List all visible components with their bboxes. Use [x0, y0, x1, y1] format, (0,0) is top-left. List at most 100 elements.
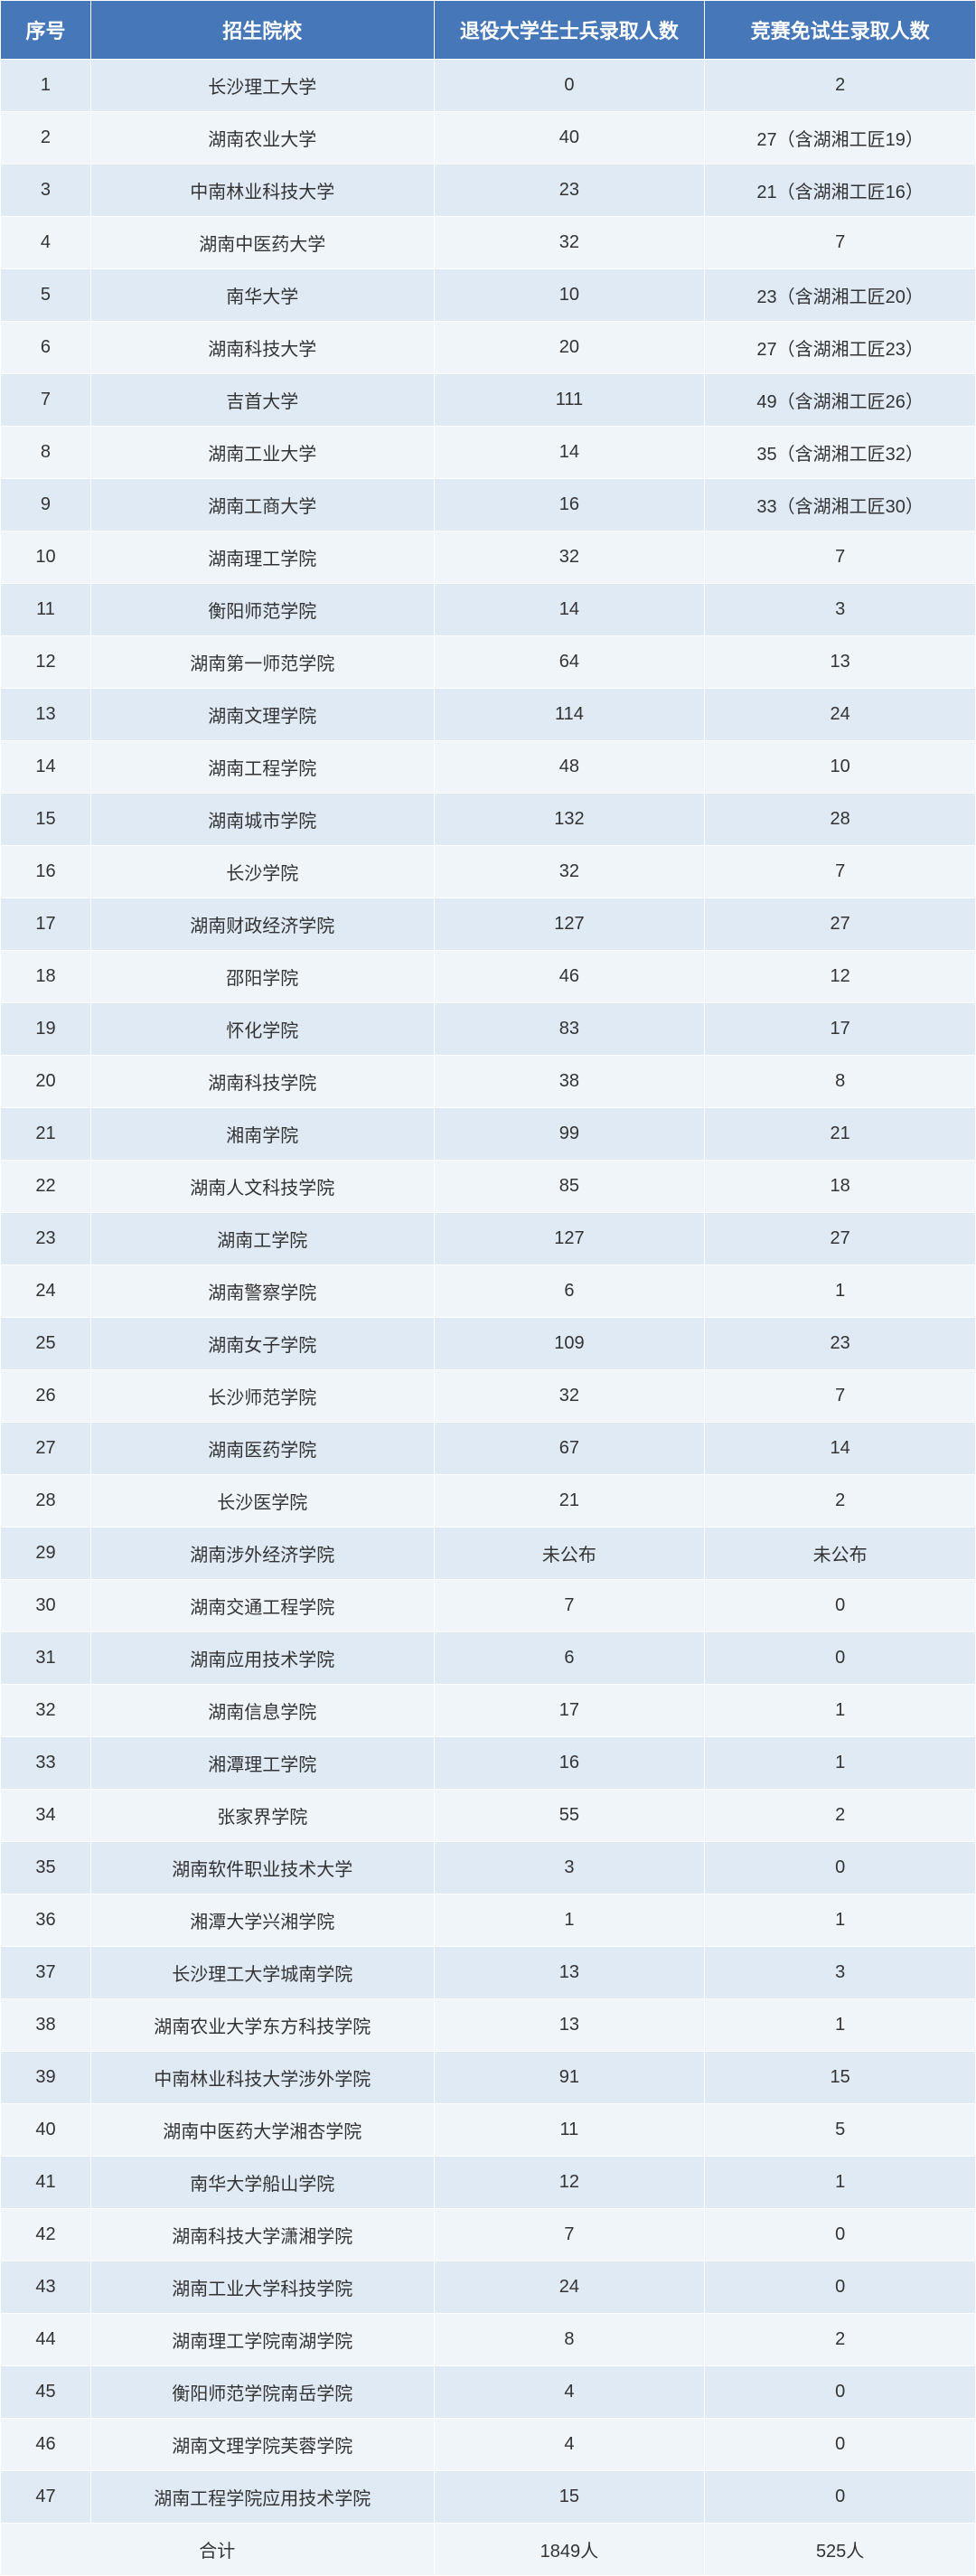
table-row: 3中南林业科技大学2321（含湖湘工匠16） [1, 165, 976, 217]
cell-seq: 17 [1, 898, 91, 951]
cell-veterans: 46 [434, 951, 705, 1003]
cell-seq: 8 [1, 427, 91, 479]
cell-exempt: 27（含湖湘工匠19） [705, 112, 976, 165]
cell-veterans: 7 [434, 2209, 705, 2261]
cell-school: 湖南警察学院 [90, 1265, 434, 1318]
cell-exempt: 33（含湖湘工匠30） [705, 479, 976, 531]
cell-seq: 14 [1, 741, 91, 794]
cell-veterans: 32 [434, 217, 705, 269]
cell-exempt: 0 [705, 1580, 976, 1632]
cell-exempt: 5 [705, 2104, 976, 2157]
cell-school: 湖南中医药大学 [90, 217, 434, 269]
table-row: 45衡阳师范学院南岳学院40 [1, 2366, 976, 2419]
cell-veterans: 23 [434, 165, 705, 217]
cell-exempt: 12 [705, 951, 976, 1003]
cell-seq: 38 [1, 1999, 91, 2052]
cell-school: 湖南理工学院 [90, 531, 434, 584]
cell-veterans: 4 [434, 2366, 705, 2419]
cell-school: 湖南文理学院 [90, 689, 434, 741]
table-row: 16长沙学院327 [1, 846, 976, 898]
cell-school: 湖南理工学院南湖学院 [90, 2314, 434, 2366]
footer-exempt-total: 525人 [705, 2524, 976, 2576]
cell-seq: 26 [1, 1370, 91, 1423]
cell-exempt: 27（含湖湘工匠23） [705, 322, 976, 374]
table-row: 23湖南工学院12727 [1, 1213, 976, 1265]
cell-exempt: 7 [705, 531, 976, 584]
header-seq: 序号 [1, 1, 91, 60]
cell-veterans: 4 [434, 2419, 705, 2471]
cell-seq: 4 [1, 217, 91, 269]
cell-veterans: 32 [434, 531, 705, 584]
table-row: 39中南林业科技大学涉外学院9115 [1, 2052, 976, 2104]
cell-seq: 19 [1, 1003, 91, 1056]
cell-exempt: 1 [705, 1265, 976, 1318]
table-row: 46湖南文理学院芙蓉学院40 [1, 2419, 976, 2471]
cell-school: 湘南学院 [90, 1108, 434, 1161]
cell-seq: 10 [1, 531, 91, 584]
cell-exempt: 1 [705, 2157, 976, 2209]
cell-seq: 41 [1, 2157, 91, 2209]
table-row: 37长沙理工大学城南学院133 [1, 1947, 976, 1999]
cell-veterans: 127 [434, 898, 705, 951]
table-row: 10湖南理工学院327 [1, 531, 976, 584]
cell-exempt: 2 [705, 60, 976, 112]
cell-school: 湖南工程学院应用技术学院 [90, 2471, 434, 2524]
table-row: 18邵阳学院4612 [1, 951, 976, 1003]
cell-veterans: 99 [434, 1108, 705, 1161]
table-row: 31湖南应用技术学院60 [1, 1632, 976, 1685]
cell-seq: 36 [1, 1894, 91, 1947]
cell-school: 湖南城市学院 [90, 794, 434, 846]
cell-school: 湖南交通工程学院 [90, 1580, 434, 1632]
cell-seq: 34 [1, 1790, 91, 1842]
table-row: 43湖南工业大学科技学院240 [1, 2261, 976, 2314]
cell-seq: 20 [1, 1056, 91, 1108]
cell-exempt: 27 [705, 1213, 976, 1265]
footer-label: 合计 [1, 2524, 435, 2576]
cell-seq: 43 [1, 2261, 91, 2314]
cell-school: 湖南工学院 [90, 1213, 434, 1265]
cell-exempt: 27 [705, 898, 976, 951]
cell-school: 中南林业科技大学 [90, 165, 434, 217]
cell-veterans: 16 [434, 1737, 705, 1790]
cell-veterans: 114 [434, 689, 705, 741]
cell-exempt: 49（含湖湘工匠26） [705, 374, 976, 427]
cell-school: 湖南涉外经济学院 [90, 1528, 434, 1580]
cell-exempt: 8 [705, 1056, 976, 1108]
table-row: 4湖南中医药大学327 [1, 217, 976, 269]
cell-exempt: 15 [705, 2052, 976, 2104]
table-row: 44湖南理工学院南湖学院82 [1, 2314, 976, 2366]
table-row: 12湖南第一师范学院6413 [1, 636, 976, 689]
cell-seq: 28 [1, 1475, 91, 1528]
cell-veterans: 3 [434, 1842, 705, 1894]
cell-exempt: 1 [705, 1999, 976, 2052]
cell-school: 湖南科技大学 [90, 322, 434, 374]
cell-veterans: 55 [434, 1790, 705, 1842]
table-row: 7吉首大学11149（含湖湘工匠26） [1, 374, 976, 427]
table-row: 22湖南人文科技学院8518 [1, 1161, 976, 1213]
cell-school: 湖南工业大学 [90, 427, 434, 479]
cell-exempt: 0 [705, 1842, 976, 1894]
table-row: 42湖南科技大学潇湘学院70 [1, 2209, 976, 2261]
cell-exempt: 0 [705, 2261, 976, 2314]
cell-exempt: 0 [705, 1632, 976, 1685]
cell-exempt: 1 [705, 1737, 976, 1790]
cell-school: 邵阳学院 [90, 951, 434, 1003]
cell-seq: 18 [1, 951, 91, 1003]
cell-veterans: 91 [434, 2052, 705, 2104]
cell-school: 湖南中医药大学湘杏学院 [90, 2104, 434, 2157]
cell-school: 湖南信息学院 [90, 1685, 434, 1737]
cell-school: 湖南农业大学东方科技学院 [90, 1999, 434, 2052]
table-row: 13湖南文理学院11424 [1, 689, 976, 741]
header-veterans: 退役大学生士兵录取人数 [434, 1, 705, 60]
cell-seq: 11 [1, 584, 91, 636]
cell-seq: 44 [1, 2314, 91, 2366]
cell-veterans: 15 [434, 2471, 705, 2524]
footer-veterans-total: 1849人 [434, 2524, 705, 2576]
cell-veterans: 未公布 [434, 1528, 705, 1580]
table-row: 6湖南科技大学2027（含湖湘工匠23） [1, 322, 976, 374]
cell-veterans: 20 [434, 322, 705, 374]
cell-school: 南华大学船山学院 [90, 2157, 434, 2209]
cell-seq: 13 [1, 689, 91, 741]
cell-veterans: 14 [434, 584, 705, 636]
table-row: 8湖南工业大学1435（含湖湘工匠32） [1, 427, 976, 479]
